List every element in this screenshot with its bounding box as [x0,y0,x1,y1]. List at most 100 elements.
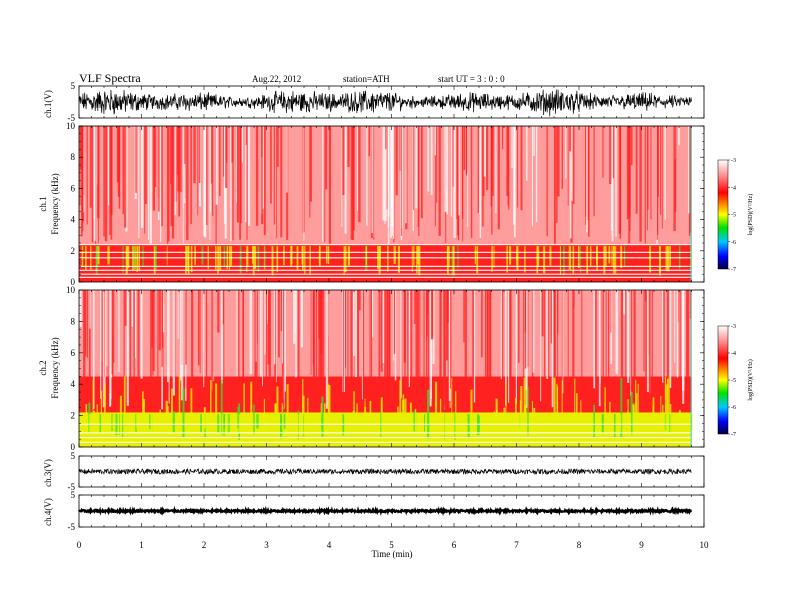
spectrogram-activity [328,246,330,264]
spectrogram-streak [328,126,332,244]
spectrogram-streak [507,126,509,206]
spectrogram-streak [676,290,679,378]
spectrogram-streak [444,126,447,212]
spectrogram-activity [632,405,635,430]
colorbar-tick-label: -4 [731,351,736,357]
spectrogram-activity [483,414,486,437]
spectrogram-streak [161,290,163,367]
spectrogram-streak [426,290,428,337]
spectrogram-streak [109,126,111,235]
spectrogram-streak [186,126,189,241]
spectrogram-activity [350,414,353,430]
spectrogram-streak [452,126,455,187]
spectrogram-streak [688,126,690,214]
y-tick-label: 6 [71,348,76,358]
spectrogram-activity [577,246,580,269]
spectrogram-streak [352,126,355,231]
spectrogram-streak [633,290,636,406]
spectrogram-activity [127,246,130,269]
spectrogram-streak [154,126,157,187]
spectrogram-streak [190,126,192,225]
spectrogram-activity [221,414,224,437]
spectrogram-activity [666,378,669,432]
spectrogram-streak [236,126,238,203]
spectrogram-activity [96,414,99,433]
colorbar-ramp [717,159,729,270]
spectrogram-streak [361,290,363,400]
spectrogram-activity [399,380,402,429]
colorbar-tick-label: -3 [731,158,736,164]
spectrogram-activity [123,376,126,435]
spectrogram-activity [615,246,617,275]
spectrogram-activity [104,385,106,433]
spectrogram-activity [410,414,413,441]
spectrogram-activity [477,415,480,435]
spectrogram-activity [117,414,120,432]
spectrogram-activity [136,414,139,433]
spectrogram-activity [201,246,204,265]
spectrogram-streak [80,126,83,170]
ch1-spec-ylabel-freq: Frequency (kHz) [50,173,60,234]
spectrogram-streak [643,290,645,372]
spectrogram-activity [378,246,381,275]
spectrogram-activity [399,414,401,429]
spectrogram-streak [544,290,546,408]
spectrogram-streak [242,290,244,402]
spectrogram-streak [682,290,685,391]
spectrogram-streak [423,290,425,388]
spectrogram-streak [221,290,224,325]
spectrogram-activity [104,414,107,432]
spectrogram-activity [142,391,144,435]
spectrogram-streak [612,126,614,179]
spectrogram-streak [491,126,493,192]
spectrogram-activity [281,414,284,430]
spectrogram-streak [89,290,91,329]
spectrogram-activity [122,246,124,273]
ch2-spec-ylabel-freq: Frequency (kHz) [50,337,60,398]
spectrogram-activity [345,414,347,430]
spectrogram-streak [415,126,418,209]
spectrogram-streak [371,290,374,338]
spectrogram-activity [380,397,383,434]
spectrogram-streak [262,126,264,209]
spectrogram-activity [197,414,199,431]
spectrogram-streak [593,126,595,217]
spectrogram-streak [450,290,452,389]
spectrogram-streak [394,290,397,381]
spectrogram-streak [205,126,208,226]
spectrogram-streak [89,126,92,208]
spectrogram-streak [477,126,480,214]
spectrogram-activity [542,414,544,440]
spectrogram-activity [135,414,137,432]
spectrogram-activity [250,381,253,429]
spectrogram-activity [393,246,396,264]
spectrogram-streak [149,126,152,244]
spectrogram-activity [292,414,294,438]
spectrogram-streak [174,126,177,216]
spectrogram-streak [395,126,398,196]
spectrogram-activity [524,246,526,273]
spectrogram-streak [273,126,275,225]
ch2-spec-ylabel-channel: ch.2 [38,360,48,375]
spectrogram-activity [297,414,299,441]
spectrogram-activity [580,400,582,438]
spectrogram-activity [143,414,145,431]
spectrogram-streak [171,126,175,239]
spectrogram-activity [307,397,309,437]
spectrogram-streak [607,290,610,391]
spectrogram-activity [186,246,188,271]
spectrogram-activity [474,246,476,265]
colorbar-tick-label: -7 [731,432,736,438]
spectrogram-streak [645,290,647,396]
spectrogram-activity [669,246,671,267]
spectrogram-activity [514,414,516,439]
spectrogram-activity [243,414,246,441]
spectrogram-activity [326,246,328,264]
spectrogram-streak [182,126,184,244]
spectrogram-streak [172,290,175,396]
spectrogram-streak [197,126,199,216]
spectrogram-streak [481,290,483,358]
colorbar-tick-label: -7 [731,267,736,273]
spectrogram-streak [140,290,143,379]
spectrogram-activity [654,414,657,429]
